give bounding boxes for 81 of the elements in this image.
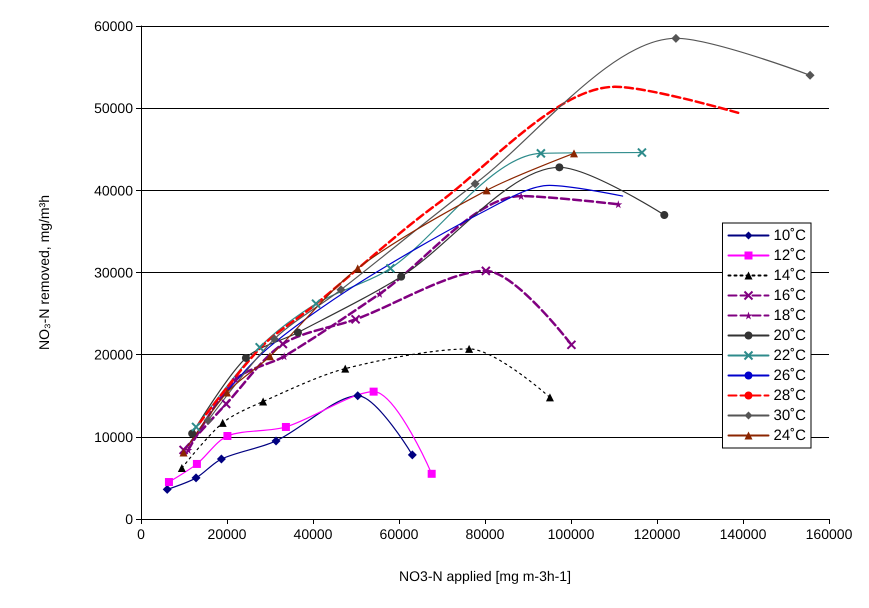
point	[270, 334, 279, 344]
point	[370, 388, 378, 396]
point	[555, 163, 564, 172]
point	[354, 264, 362, 272]
point	[280, 352, 288, 360]
point	[192, 460, 201, 468]
point	[806, 70, 815, 80]
point	[480, 266, 491, 276]
legend-label: 26˚C	[773, 367, 806, 384]
x-tick-label: 40000	[294, 526, 333, 542]
legend-label: 22˚C	[773, 347, 806, 364]
x-tick-label: 100000	[548, 526, 595, 542]
x-tick-label: 20000	[208, 526, 247, 542]
y-tick-label: 40000	[94, 182, 134, 198]
point	[191, 422, 202, 432]
point	[259, 398, 268, 406]
point	[242, 354, 250, 362]
y-tick-label: 50000	[94, 100, 134, 116]
point	[204, 416, 213, 425]
legend-label: 30˚C	[773, 407, 806, 424]
point	[221, 398, 232, 409]
point	[546, 393, 554, 402]
legend-label: 24˚C	[773, 427, 806, 444]
x-tick-label: 80000	[466, 526, 505, 542]
point	[408, 450, 417, 460]
point	[671, 34, 680, 43]
point	[164, 478, 173, 486]
y-tick-label: 0	[125, 511, 134, 527]
point	[636, 148, 647, 158]
point	[428, 470, 436, 478]
point	[254, 342, 265, 352]
point	[570, 149, 578, 158]
point	[180, 448, 188, 456]
line-series	[198, 86, 740, 425]
point	[232, 375, 240, 384]
legend-label: 16˚C	[773, 287, 806, 304]
x-tick-label: 160000	[806, 526, 853, 542]
y-tick-label: 60000	[94, 18, 134, 34]
point	[178, 464, 186, 472]
point	[216, 454, 226, 464]
point	[266, 352, 274, 360]
point	[482, 186, 491, 194]
point	[341, 364, 350, 373]
legend-label: 12˚C	[773, 247, 806, 264]
point	[470, 179, 480, 188]
point	[178, 444, 189, 455]
x-tick-label: 120000	[634, 526, 681, 542]
point	[465, 344, 474, 353]
y-tick-label: 20000	[94, 346, 134, 363]
point	[660, 210, 668, 219]
point	[272, 436, 281, 446]
point	[311, 298, 322, 309]
point	[336, 285, 346, 294]
point	[278, 338, 288, 349]
point	[218, 418, 227, 427]
point	[566, 340, 576, 350]
point	[223, 432, 232, 440]
x-tick-label: 0	[137, 526, 146, 542]
point	[385, 263, 396, 274]
legend-label: 20˚C	[773, 327, 806, 344]
x-axis-title: NO3-N applied [mg m-3h-1]	[399, 568, 571, 584]
point	[397, 272, 406, 281]
y-tick-label: 10000	[94, 428, 134, 445]
point	[294, 328, 302, 336]
legend-label: 28˚C	[773, 387, 806, 404]
point	[350, 314, 361, 324]
x-tick-label: 60000	[380, 526, 419, 542]
point	[192, 473, 201, 482]
point	[536, 148, 546, 158]
point	[184, 446, 192, 454]
legend-label: 14˚C	[773, 267, 806, 284]
point	[223, 388, 231, 396]
point	[376, 290, 384, 298]
y-axis-title: NO₃-N removed, mg/m³h	[36, 194, 52, 350]
point	[282, 422, 290, 431]
legend-label: 10˚C	[773, 227, 806, 244]
point	[353, 391, 362, 400]
y-tick-label: 30000	[94, 264, 134, 280]
point	[188, 430, 196, 438]
x-tick-label: 140000	[720, 526, 767, 542]
legend-label: 18˚C	[773, 307, 806, 324]
